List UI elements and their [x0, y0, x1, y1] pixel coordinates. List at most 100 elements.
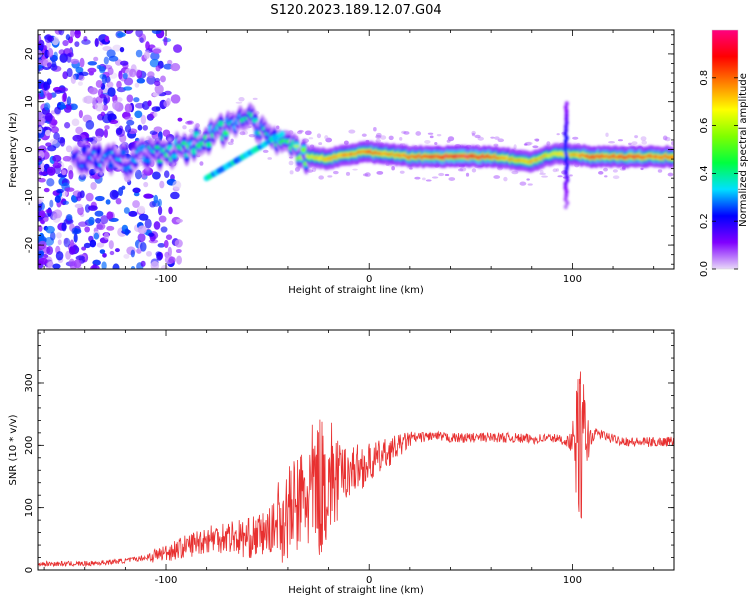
noise-blob: [557, 175, 563, 178]
noise-blob: [129, 68, 137, 78]
ridge-cell: [564, 112, 569, 118]
ridge-cell: [222, 131, 229, 135]
noise-blob: [276, 125, 280, 130]
noise-blob: [490, 136, 495, 139]
ridge-cell: [564, 101, 569, 107]
noise-blob: [348, 129, 356, 134]
noise-blob: [106, 110, 114, 118]
noise-blob: [137, 233, 146, 243]
noise-blob: [569, 174, 573, 177]
ridge-cell: [563, 131, 568, 137]
noise-blob: [38, 199, 42, 205]
ridge-cell: [293, 144, 300, 148]
noise-blob: [112, 100, 120, 110]
noise-blob: [157, 242, 166, 248]
ridge-cell: [563, 147, 568, 152]
noise-blob: [151, 30, 162, 35]
noise-blob: [101, 261, 107, 269]
ridge-cell: [563, 185, 568, 191]
noise-blob: [103, 96, 108, 106]
noise-blob: [78, 109, 83, 119]
noise-blob: [175, 249, 182, 254]
noise-blob: [526, 178, 530, 181]
noise-blob: [68, 169, 74, 180]
ridge-cell: [120, 150, 127, 154]
colorbar: 0.0 0.2 0.4 0.6 0.8 Normalized spectral ampl…: [699, 29, 749, 277]
noise-blob: [106, 49, 116, 58]
ridge-cell: [565, 162, 570, 168]
x-tick-label: -100: [155, 575, 178, 586]
noise-blob: [465, 172, 470, 177]
noise-blob: [96, 242, 105, 248]
noise-blob: [58, 30, 65, 36]
noise-blob: [137, 225, 147, 235]
noise-blob: [107, 87, 116, 97]
noise-blob: [66, 214, 73, 221]
noise-blob: [52, 263, 61, 269]
spectrogram-ylabel: Frequency (Hz): [8, 112, 19, 188]
noise-blob: [431, 176, 439, 179]
noise-blob: [104, 35, 110, 43]
noise-blob: [494, 136, 500, 140]
ridge-cell: [300, 148, 307, 152]
noise-blob: [64, 187, 75, 192]
noise-blob: [95, 79, 103, 88]
noise-blob: [165, 234, 173, 241]
noise-blob: [173, 44, 183, 53]
noise-blob: [45, 142, 52, 147]
noise-blob: [448, 177, 456, 181]
noise-blob: [667, 172, 674, 177]
noise-blob: [94, 135, 103, 142]
noise-blob: [159, 180, 165, 189]
noise-blob: [556, 133, 560, 136]
noise-blob: [46, 166, 56, 176]
noise-blob: [88, 87, 98, 95]
ridge-cell: [171, 154, 178, 158]
noise-blob: [103, 56, 109, 65]
noise-blob: [604, 175, 608, 178]
noise-blob: [54, 106, 61, 115]
noise-blob: [403, 131, 410, 135]
noise-blob: [373, 126, 377, 132]
y-tick-label: -20: [24, 237, 35, 253]
noise-blob: [123, 253, 130, 259]
noise-blob: [154, 84, 164, 95]
noise-blob: [100, 111, 106, 117]
noise-blob: [167, 59, 173, 65]
ridge-cell: [563, 204, 568, 210]
noise-blob: [56, 232, 62, 239]
noise-blob: [118, 186, 124, 197]
noise-blob: [38, 166, 42, 172]
noise-blob: [187, 120, 194, 125]
noise-blob: [136, 69, 143, 79]
noise-blob: [304, 130, 312, 136]
noise-blob: [44, 129, 51, 137]
noise-blob: [308, 137, 314, 140]
noise-blob: [115, 198, 122, 205]
noise-blob: [130, 266, 136, 269]
noise-blob: [133, 192, 140, 197]
noise-blob: [38, 248, 45, 259]
noise-blob: [126, 94, 134, 103]
noise-blob: [364, 172, 371, 177]
noise-blob: [121, 185, 126, 190]
noise-blob: [87, 61, 98, 66]
ridge-cell: [564, 127, 569, 133]
noise-blob: [130, 249, 135, 258]
noise-blob: [79, 57, 85, 68]
noise-blob: [388, 135, 394, 141]
noise-blob: [425, 179, 432, 182]
noise-blob: [92, 263, 97, 269]
noise-blob: [523, 143, 528, 146]
noise-blob: [170, 191, 180, 200]
noise-blob: [145, 41, 150, 51]
noise-blob: [78, 75, 85, 81]
noise-blob: [471, 132, 476, 137]
noise-blob: [58, 49, 66, 55]
noise-blob: [65, 145, 73, 153]
noise-blob: [104, 125, 110, 130]
noise-blob: [74, 41, 80, 47]
noise-blob: [457, 168, 464, 172]
noise-blob: [513, 144, 517, 150]
